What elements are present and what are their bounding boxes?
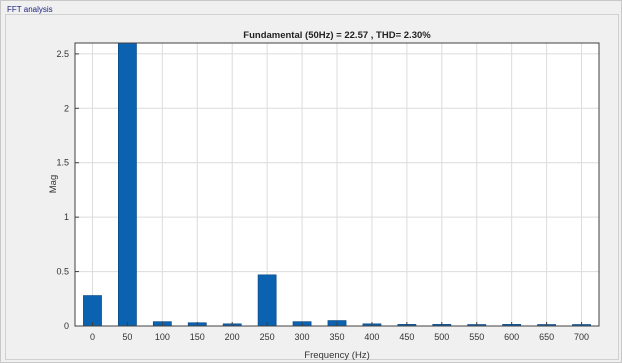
panel-title: FFT analysis [7,5,53,14]
x-tick-label: 250 [260,332,275,342]
x-tick-label: 0 [90,332,95,342]
bar-0hz [83,295,102,327]
x-tick-label: 600 [504,332,519,342]
chart-title: Fundamental (50Hz) = 22.57 , THD= 2.30% [243,30,431,41]
x-tick-label: 650 [539,332,554,342]
y-tick-label: 1 [64,212,69,222]
bar-250hz [257,274,277,327]
x-tick-label: 400 [364,332,379,342]
bar-50hz [118,42,137,327]
y-tick-label: 2 [64,103,69,113]
ticks: 0 50 100 150 200 250 300 350 400 450 500 550 600 650 7… [56,49,589,342]
y-tick-label: 0.5 [56,267,69,277]
x-tick-label: 450 [399,332,414,342]
y-tick-label: 2.5 [56,49,69,59]
x-tick-label: 550 [469,332,484,342]
x-axis-label: Frequency (Hz) [304,350,369,361]
x-tick-label: 300 [295,332,310,342]
y-axis-label: Mag [48,175,59,193]
y-tick-label: 1.5 [56,158,69,168]
x-tick-label: 500 [434,332,449,342]
x-tick-label: 50 [122,332,132,342]
x-tick-label: 150 [190,332,205,342]
x-tick-label: 100 [155,332,170,342]
y-tick-label: 0 [64,321,69,331]
x-tick-label: 200 [225,332,240,342]
x-tick-label: 700 [574,332,589,342]
x-tick-label: 350 [329,332,344,342]
